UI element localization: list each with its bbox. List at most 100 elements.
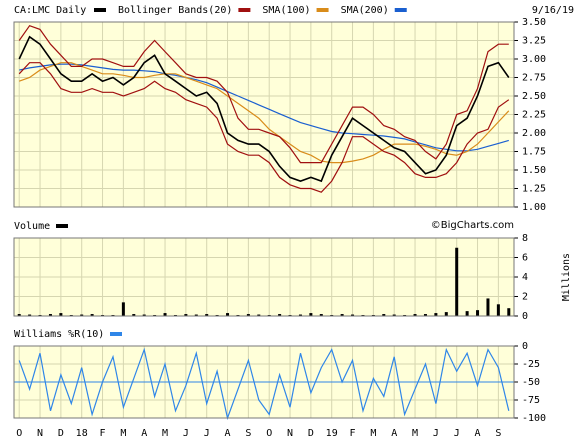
williams-title: Williams %R(10) <box>14 329 104 340</box>
bar <box>59 313 63 316</box>
indicator-line <box>18 347 510 421</box>
bar <box>392 314 396 316</box>
x-tick-label: M <box>370 428 376 439</box>
bar <box>351 314 355 316</box>
bar <box>121 302 125 316</box>
legend-label: SMA(200) <box>341 5 389 16</box>
bar <box>413 314 417 316</box>
x-tick-label: N <box>37 428 43 439</box>
bar <box>434 313 438 316</box>
band-lower <box>18 62 510 193</box>
bar <box>486 298 490 316</box>
x-tick-label: 19 <box>326 428 338 439</box>
x-tick-label: F <box>350 428 356 439</box>
x-tick-label: F <box>100 428 106 439</box>
bar <box>423 314 427 316</box>
y-tick-label: 8 <box>522 233 528 244</box>
x-tick-label: J <box>204 428 210 439</box>
date: 9/16/19 <box>532 5 574 16</box>
bar <box>496 304 500 316</box>
bar <box>80 314 84 316</box>
x-tick-label: S <box>495 428 501 439</box>
y-tick-label: 1.75 <box>522 147 546 158</box>
bar <box>455 247 459 316</box>
y-tick-label: -50 <box>522 377 540 388</box>
y-tick-label: -25 <box>522 359 540 370</box>
y-tick-label: 0 <box>522 341 528 352</box>
y-tick-label: 3.00 <box>522 54 546 65</box>
bar <box>48 314 52 316</box>
bar <box>382 314 386 316</box>
x-tick-label: A <box>391 428 397 439</box>
y-tick-label: -100 <box>522 413 546 424</box>
y-tick-label: 2.00 <box>522 128 546 139</box>
x-tick-label: A <box>141 428 147 439</box>
bar <box>142 314 146 316</box>
bar <box>257 314 261 316</box>
x-tick-label: O <box>266 428 272 439</box>
x-tick-label: 18 <box>76 428 88 439</box>
x-tick-label: J <box>433 428 439 439</box>
x-tick-label: J <box>183 428 189 439</box>
bar <box>205 314 209 316</box>
y-tick-label: 0 <box>522 311 528 322</box>
credit: ©BigCharts.com <box>431 220 514 231</box>
bar <box>17 314 21 316</box>
x-tick-label: A <box>225 428 231 439</box>
band-upper <box>18 24 509 164</box>
y-tick-label: 2.75 <box>522 73 546 84</box>
legend-swatch <box>316 8 329 12</box>
bar <box>476 310 480 316</box>
y-tick-label: 3.50 <box>522 17 546 28</box>
x-tick-label: M <box>412 428 418 439</box>
y-tick-label: -75 <box>522 395 540 406</box>
x-tick-label: S <box>245 428 251 439</box>
bar <box>226 313 230 316</box>
panel-border <box>13 345 515 419</box>
y-tick-label: 1.50 <box>522 165 546 176</box>
bar <box>90 314 94 316</box>
bar <box>246 314 250 316</box>
x-tick-label: M <box>162 428 168 439</box>
volume-title: Volume <box>14 221 50 232</box>
legend-label: SMA(100) <box>262 5 310 16</box>
x-tick-label: D <box>58 428 64 439</box>
legend-swatch <box>238 8 251 12</box>
y-axis-label: Millions <box>561 253 572 301</box>
panel-border <box>13 21 515 208</box>
y-tick-label: 1.25 <box>522 184 546 195</box>
price-line <box>18 35 510 183</box>
y-tick-label: 6 <box>522 253 528 264</box>
chart-title: CA:LMC Daily <box>14 5 86 16</box>
legend-label: Bollinger Bands(20) <box>118 5 232 16</box>
bar <box>163 313 167 316</box>
bar <box>132 314 136 316</box>
sma-line <box>19 63 509 152</box>
y-tick-label: 2.50 <box>522 91 546 102</box>
bar <box>298 314 302 316</box>
x-tick-label: A <box>475 428 481 439</box>
y-tick-label: 2.25 <box>522 110 546 121</box>
bar <box>28 314 32 316</box>
x-tick-label: D <box>308 428 314 439</box>
bar <box>507 308 511 316</box>
legend-swatch <box>56 224 68 228</box>
bar <box>319 314 323 316</box>
panel-border <box>13 237 515 317</box>
bar <box>465 311 469 316</box>
bar <box>184 314 188 316</box>
x-tick-label: J <box>454 428 460 439</box>
bar <box>309 313 313 316</box>
x-tick-label: M <box>120 428 126 439</box>
bar <box>444 312 448 316</box>
legend-swatch <box>94 8 106 12</box>
sma-line <box>18 62 510 164</box>
y-tick-label: 3.25 <box>522 36 546 47</box>
x-tick-label: O <box>16 428 22 439</box>
y-tick-label: 1.00 <box>522 202 546 213</box>
legend-swatch <box>394 8 407 12</box>
y-tick-label: 4 <box>522 272 528 283</box>
y-tick-label: 2 <box>522 292 528 303</box>
bar <box>194 314 198 316</box>
